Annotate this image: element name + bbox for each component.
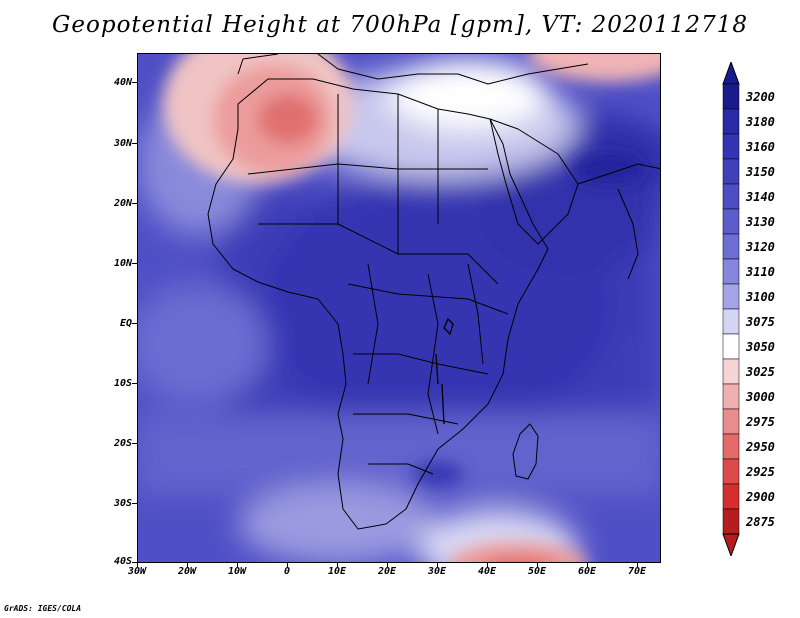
colorbar-level-label: 3120 xyxy=(746,239,775,254)
lon-label: 0 xyxy=(283,566,291,577)
colorbar-level-label: 2950 xyxy=(746,439,775,454)
colorbar-bottom-arrow xyxy=(722,533,740,556)
colorbar-top-arrow xyxy=(722,62,740,85)
colorbar-level-label: 3130 xyxy=(746,214,775,229)
colorbar-swatch xyxy=(722,208,740,235)
colorbar: 3200 3180 3160 3150 3140 3130 3120 3110 3100 3075… xyxy=(722,62,775,556)
colorbar-swatch xyxy=(722,183,740,210)
colorbar-swatch xyxy=(722,433,740,460)
lon-tick xyxy=(637,563,638,567)
lon-tick xyxy=(437,563,438,567)
colorbar-swatch xyxy=(722,283,740,310)
colorbar-swatch xyxy=(722,383,740,410)
lon-tick xyxy=(487,563,488,567)
lon-tick xyxy=(137,563,138,567)
lon-tick xyxy=(337,563,338,567)
colorbar-level-label: 3000 xyxy=(746,389,775,404)
lat-label: 10S xyxy=(113,378,132,389)
lat-label: 30N xyxy=(113,138,132,149)
lat-label: EQ xyxy=(119,318,132,329)
lon-tick xyxy=(187,563,188,567)
lon-tick xyxy=(537,563,538,567)
colorbar-swatch xyxy=(722,408,740,435)
lat-tick xyxy=(132,503,137,504)
lat-tick xyxy=(132,383,137,384)
colorbar-swatch xyxy=(722,108,740,135)
lat-tick xyxy=(132,203,137,204)
lon-label: 30W xyxy=(127,566,147,577)
colorbar-level-label: 3100 xyxy=(746,289,775,304)
lon-label: 20W xyxy=(177,566,197,577)
lon-label: 20E xyxy=(377,566,397,577)
colorbar-level-label: 2975 xyxy=(746,414,775,429)
colorbar-level-label: 3180 xyxy=(746,114,775,129)
lon-label: 30E xyxy=(427,566,447,577)
lon-label: 40E xyxy=(477,566,497,577)
colorbar-swatch xyxy=(722,308,740,335)
lon-tick xyxy=(587,563,588,567)
colorbar-level-label: 2900 xyxy=(746,489,775,504)
colorbar-level-label: 3025 xyxy=(746,364,775,379)
chart-title: Geopotential Height at 700hPa [gpm], VT:… xyxy=(52,12,748,38)
colorbar-level-label: 3075 xyxy=(746,314,775,329)
colorbar-swatch xyxy=(722,458,740,485)
coastline-outline xyxy=(207,54,660,530)
lon-tick xyxy=(237,563,238,567)
lat-label: 20N xyxy=(113,198,132,209)
colorbar-swatch xyxy=(722,158,740,185)
lat-label: 40S xyxy=(113,556,132,567)
colorbar-level-label: 3110 xyxy=(746,264,775,279)
colorbar-swatches xyxy=(722,62,740,556)
colorbar-swatch xyxy=(722,83,740,110)
colorbar-level-label: 2925 xyxy=(746,464,775,479)
lat-label: 40N xyxy=(113,77,132,88)
colorbar-level-label: 3050 xyxy=(746,339,775,354)
lon-label: 70E xyxy=(627,566,647,577)
lat-tick xyxy=(132,562,137,563)
lat-label: 10N xyxy=(113,258,132,269)
lon-tick xyxy=(287,563,288,567)
lon-label: 10W xyxy=(227,566,247,577)
colorbar-level-label: 2875 xyxy=(746,514,775,529)
colorbar-level-label: 3200 xyxy=(746,89,775,104)
colorbar-level-label: 3140 xyxy=(746,189,775,204)
colorbar-swatch xyxy=(722,508,740,535)
lat-tick xyxy=(132,263,137,264)
lakes-outline xyxy=(435,317,454,425)
footer-credit: GrADS: IGES/COLA xyxy=(4,604,82,613)
geopotential-field-map xyxy=(138,54,660,562)
lon-label: 60E xyxy=(577,566,597,577)
colorbar-level-label: 3150 xyxy=(746,164,775,179)
colorbar-swatch xyxy=(722,233,740,260)
map-panel xyxy=(137,53,661,563)
lat-label: 30S xyxy=(113,498,132,509)
lat-tick xyxy=(132,443,137,444)
colorbar-swatch xyxy=(722,133,740,160)
colorbar-level-label: 3160 xyxy=(746,139,775,154)
colorbar-swatch xyxy=(722,258,740,285)
colorbar-swatch xyxy=(722,333,740,360)
lon-label: 50E xyxy=(527,566,547,577)
lat-tick xyxy=(132,82,137,83)
colorbar-swatch xyxy=(722,483,740,510)
lat-tick xyxy=(132,323,137,324)
lon-label: 10E xyxy=(327,566,347,577)
lat-label: 20S xyxy=(113,438,132,449)
lat-tick xyxy=(132,143,137,144)
lon-tick xyxy=(387,563,388,567)
colorbar-swatch xyxy=(722,358,740,385)
